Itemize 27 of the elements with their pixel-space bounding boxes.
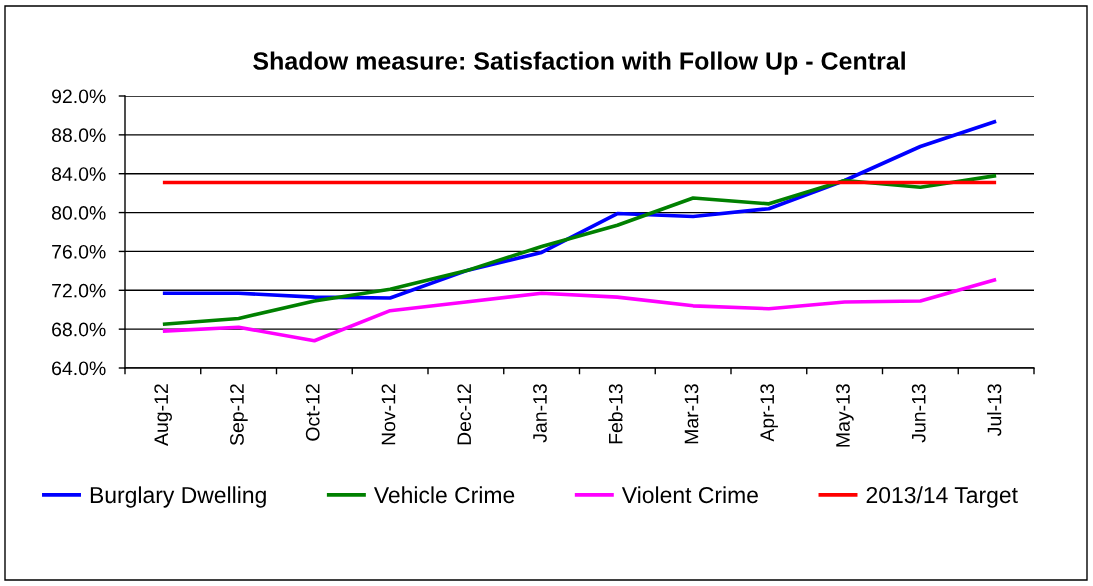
x-tick-label: Apr-13 bbox=[760, 384, 778, 442]
x-tick-label: May-13 bbox=[836, 384, 854, 447]
y-tick-label: 68.0% bbox=[52, 322, 106, 337]
y-tick-label: 88.0% bbox=[51, 128, 106, 143]
x-tick-label: Nov-12 bbox=[381, 384, 396, 445]
y-tick-label: 80.0% bbox=[51, 206, 106, 220]
x-tick-label: Sep-12 bbox=[230, 384, 248, 446]
legend-label: 2013/14 Target bbox=[866, 486, 1018, 508]
y-tick-label: 76.0% bbox=[52, 244, 106, 259]
x-tick-label: Dec-12 bbox=[457, 384, 472, 445]
legend-label: Vehicle Crime bbox=[373, 486, 515, 504]
x-tick-label: Feb-13 bbox=[608, 384, 623, 444]
x-tick-label: Mar-13 bbox=[684, 384, 699, 444]
line-series bbox=[161, 277, 998, 343]
chart-title: Shadow measure: Satisfaction with Follow Up - Central bbox=[253, 51, 905, 75]
x-tick-label: Oct-12 bbox=[305, 384, 320, 441]
line-series bbox=[161, 173, 998, 327]
x-tick-label: Jul-13 bbox=[987, 384, 1002, 436]
x-tick-label: Jan-13 bbox=[533, 384, 547, 443]
legend-label: Burglary Dwelling bbox=[90, 486, 266, 508]
y-tick-label: 84.0% bbox=[51, 167, 106, 181]
y-tick-label: 64.0% bbox=[52, 361, 106, 376]
x-tick-label: Jun-13 bbox=[911, 384, 926, 443]
y-tick-label: 92.0% bbox=[52, 89, 106, 104]
x-tick-label: Aug-12 bbox=[154, 384, 172, 446]
y-tick-label: 72.0% bbox=[52, 283, 106, 298]
legend-label: Violent Crime bbox=[621, 486, 758, 504]
